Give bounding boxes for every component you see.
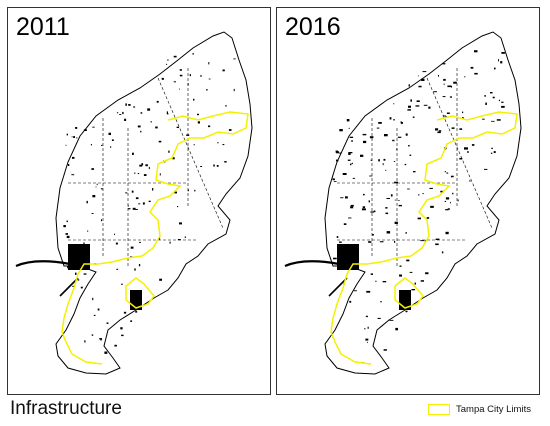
infrastructure-layer — [15, 53, 236, 354]
map-panel-2016: 2016 — [276, 7, 540, 395]
panel-year-label: 2011 — [16, 13, 70, 41]
map-title: Infrastructure — [10, 398, 122, 419]
legend: Tampa City Limits — [428, 402, 531, 416]
infrastructure-layer — [284, 50, 505, 364]
city-limits-boundary — [61, 111, 249, 365]
county-outline — [55, 31, 253, 375]
map-panel-2011: 2011 — [7, 7, 271, 395]
legend-swatch — [428, 403, 450, 415]
map-canvas — [284, 31, 522, 375]
legend-label: Tampa City Limits — [456, 403, 531, 415]
city-limits-boundary — [330, 111, 518, 365]
county-outline — [324, 31, 522, 375]
map-canvas — [15, 31, 253, 375]
panel-year-label: 2016 — [285, 13, 341, 41]
